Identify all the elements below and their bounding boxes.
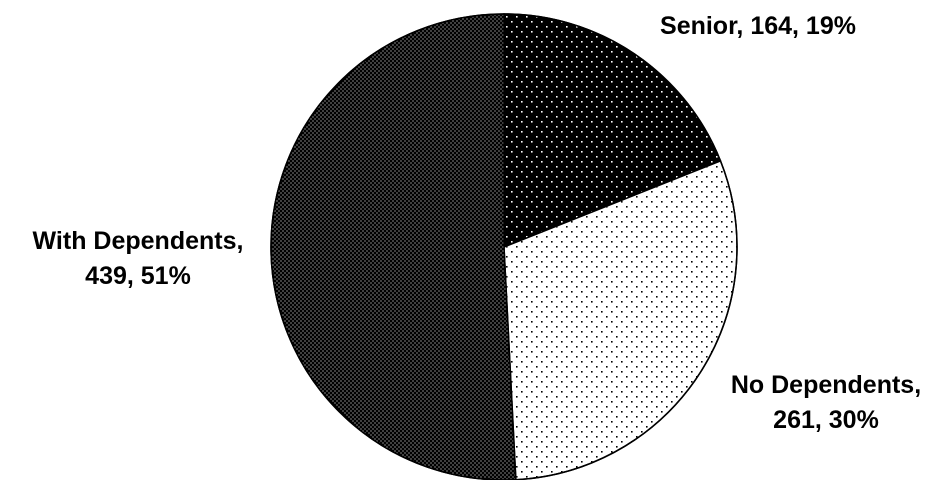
slice-label-with-dependents-values: 439, 51%: [85, 262, 191, 290]
slice-label-no-dependents-values: 261, 30%: [773, 406, 879, 434]
pie-outline: [270, 13, 738, 480]
slice-label-senior: Senior, 164, 19%: [660, 12, 856, 40]
pie-slice-with-dependents: [270, 13, 517, 480]
pie-slices: [270, 13, 738, 480]
pie-labels: Senior, 164, 19% No Dependents, 261, 30% Wi…: [33, 12, 922, 434]
slice-label-no-dependents: No Dependents,: [731, 371, 921, 399]
slice-label-with-dependents: With Dependents,: [33, 227, 244, 255]
